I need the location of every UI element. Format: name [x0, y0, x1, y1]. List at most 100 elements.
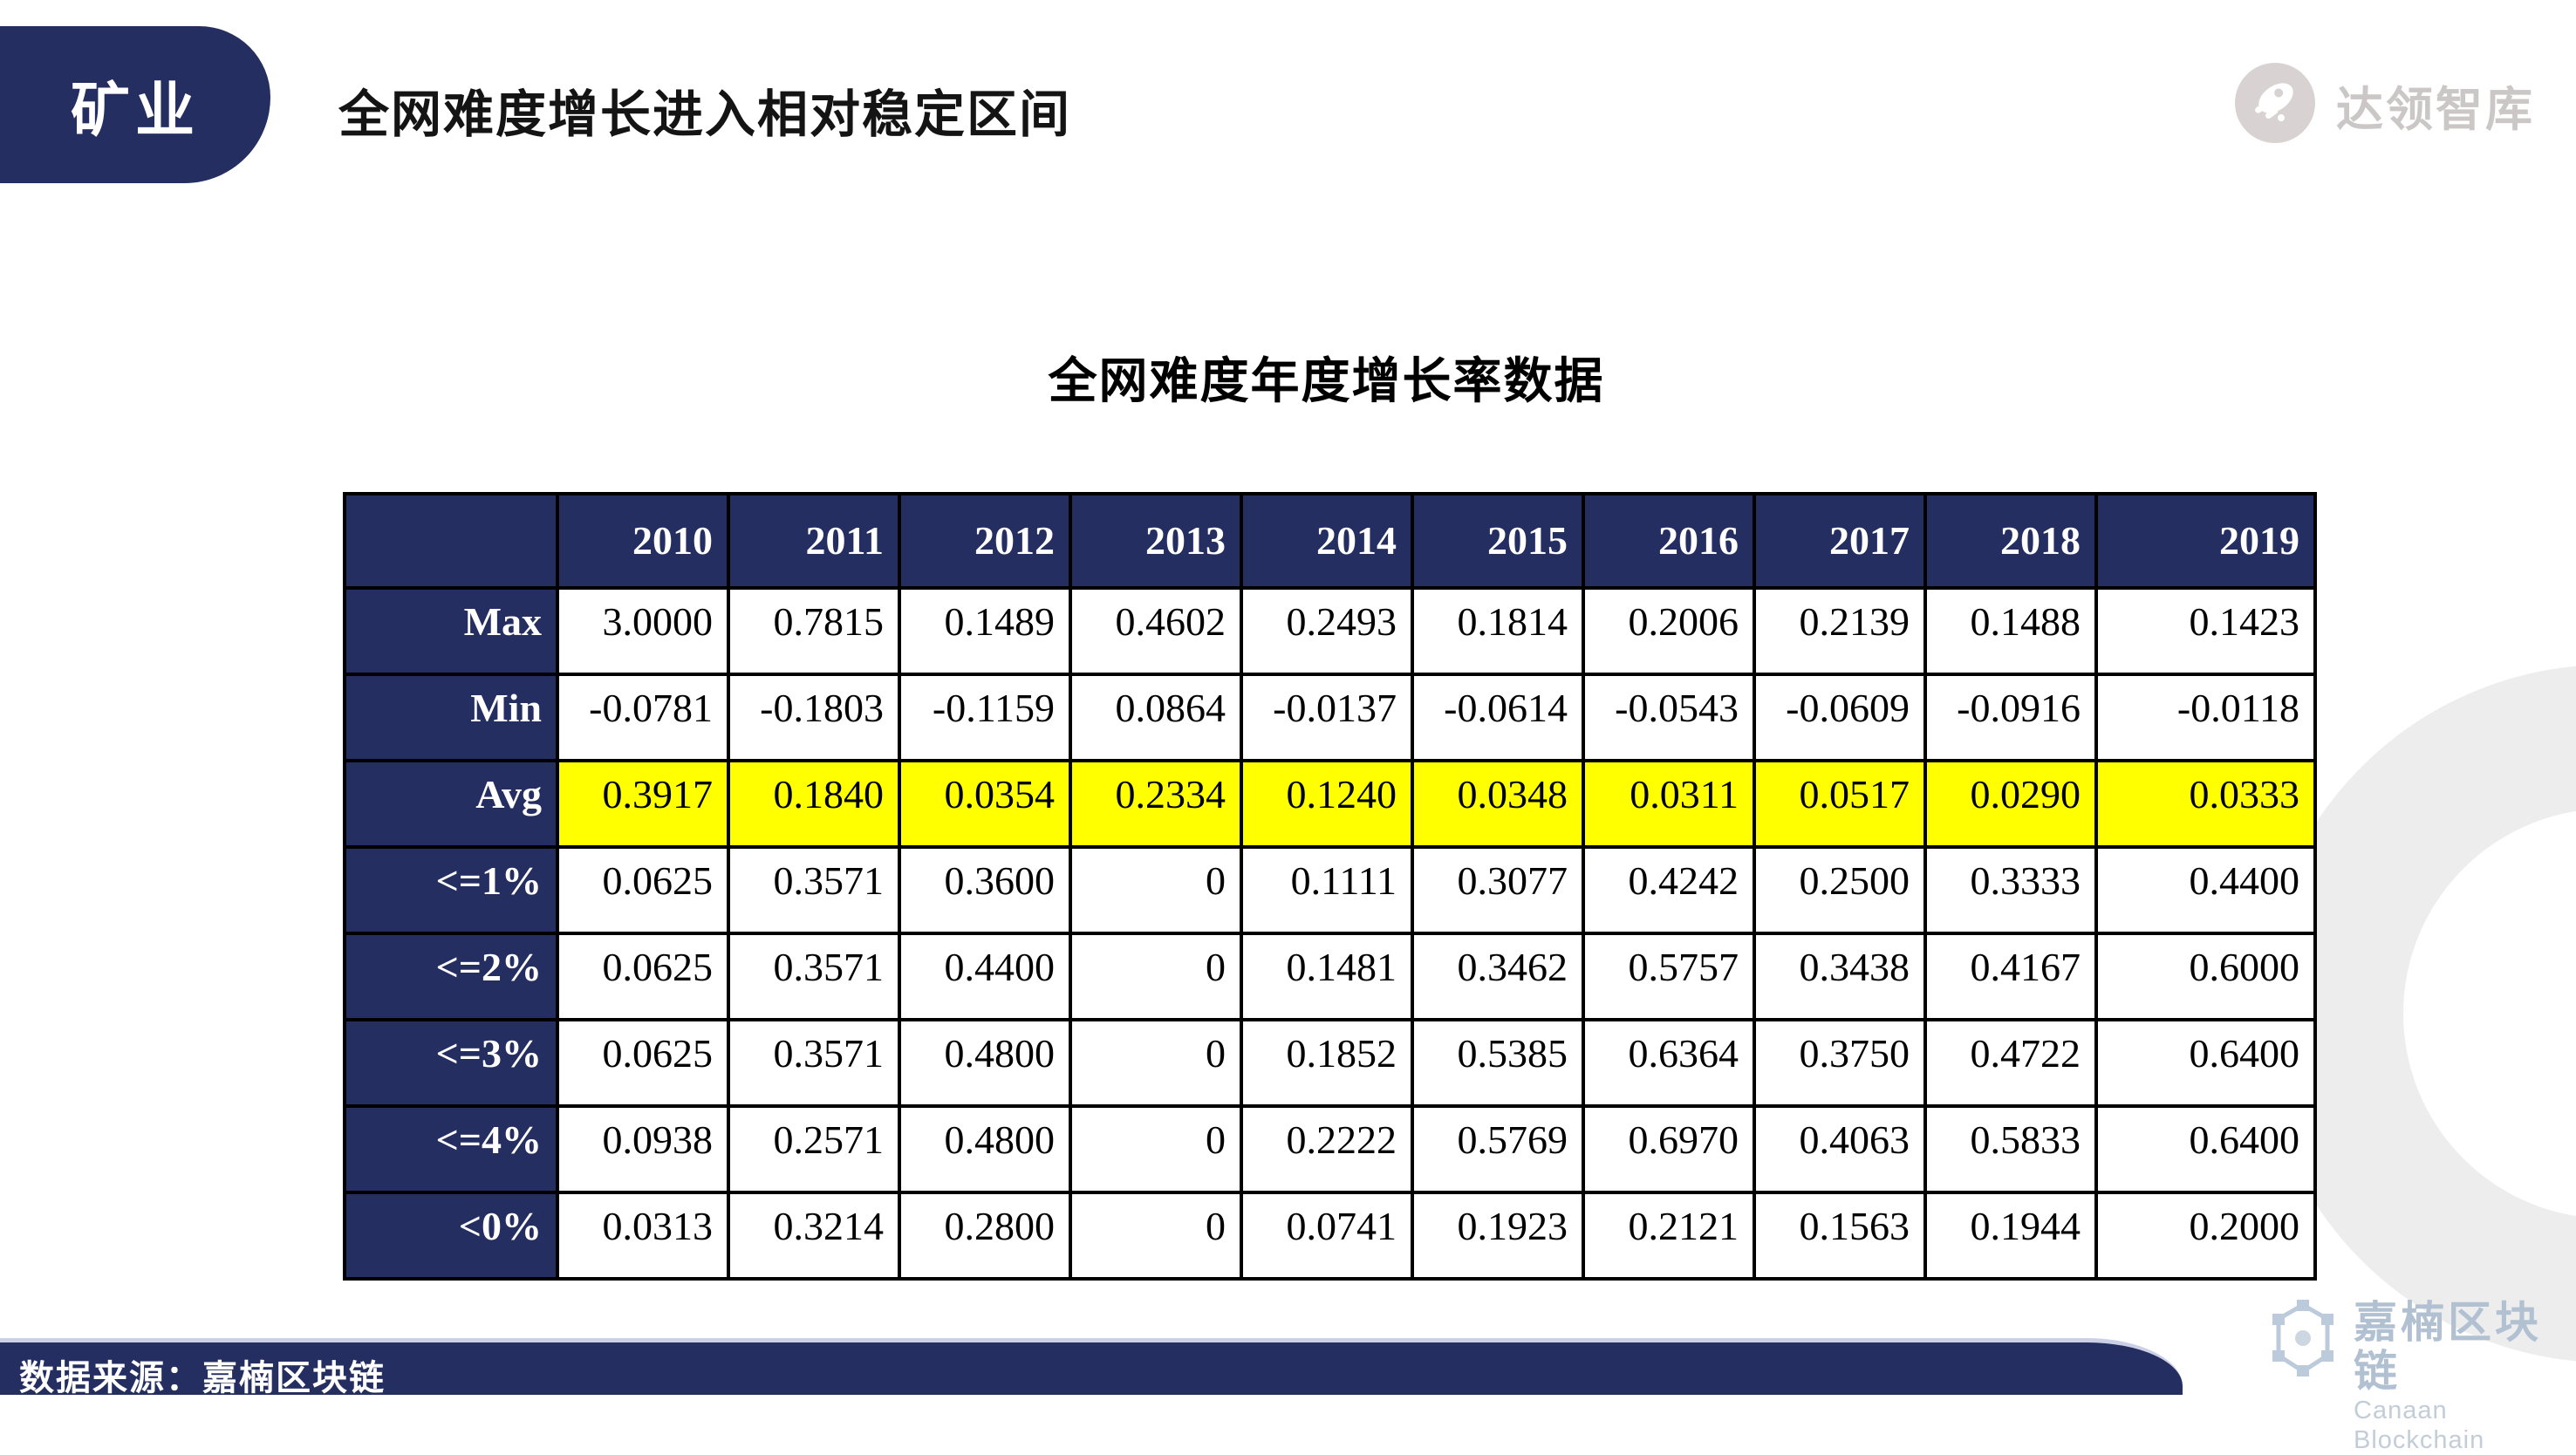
- year-header: 2017: [1753, 492, 1927, 590]
- table-row: Avg 0.3917 0.1840 0.0354 0.2334 0.1240 0.0348 0…: [343, 759, 2317, 849]
- table-cell: 0.0348: [1411, 759, 1585, 849]
- rocket-icon: [2233, 61, 2317, 149]
- year-header: 2015: [1411, 492, 1585, 590]
- table-row: <=3% 0.0625 0.3571 0.4800 0 0.1852 0.5385 0.636…: [343, 1018, 2317, 1108]
- section-badge: 矿业: [0, 26, 270, 183]
- table-cell: 0.0625: [556, 845, 730, 935]
- table-cell: -0.1803: [727, 673, 901, 762]
- footer-bar: 数据来源：嘉楠区块链: [0, 1338, 2183, 1397]
- table-cell: 0.4800: [898, 1104, 1072, 1194]
- table-cell: 0.2006: [1582, 586, 1756, 676]
- table-cell: 0.3750: [1753, 1018, 1927, 1108]
- table-body: Max 3.0000 0.7815 0.1489 0.4602 0.2493 0.1814 0…: [343, 586, 2317, 1281]
- top-logo-text: 达领智库: [2336, 84, 2535, 136]
- table-cell: 0: [1069, 1104, 1243, 1194]
- year-header: 2011: [727, 492, 901, 590]
- year-header: 2014: [1240, 492, 1414, 590]
- table-cell: 0.2121: [1582, 1191, 1756, 1281]
- table-cell: 0.3438: [1753, 932, 1927, 1021]
- table-cell: 0.1489: [898, 586, 1072, 676]
- table-row: <=4% 0.0938 0.2571 0.4800 0 0.2222 0.5769 0.697…: [343, 1104, 2317, 1194]
- table-cell: 0.6400: [2094, 1104, 2317, 1194]
- table-cell: 0.0290: [1923, 759, 2098, 849]
- table-cell: 0.6364: [1582, 1018, 1756, 1108]
- table-cell: 0.4242: [1582, 845, 1756, 935]
- table-cell: 0.1240: [1240, 759, 1414, 849]
- table-cell: 0.1423: [2094, 586, 2317, 676]
- row-label: <=1%: [343, 845, 559, 935]
- table-cell: 0.1563: [1753, 1191, 1927, 1281]
- year-header: 2010: [556, 492, 730, 590]
- table-cell: 0.0625: [556, 932, 730, 1021]
- table-cell: 0.1481: [1240, 932, 1414, 1021]
- year-header: 2012: [898, 492, 1072, 590]
- table-row: <0% 0.0313 0.3214 0.2800 0 0.0741 0.1923 0.2121…: [343, 1191, 2317, 1281]
- growth-rate-table: 2010 2011 2012 2013 2014 2015 2016 2017 2018 2019…: [343, 492, 2317, 1281]
- table-cell: 0.1488: [1923, 586, 2098, 676]
- table-cell: 0.2334: [1069, 759, 1243, 849]
- table-cell: 0.3600: [898, 845, 1072, 935]
- table-title: 全网难度年度增长率数据: [1048, 353, 1605, 408]
- table-cell: 0.5385: [1411, 1018, 1585, 1108]
- table-cell: -0.0609: [1753, 673, 1927, 762]
- table-cell: 0.5757: [1582, 932, 1756, 1021]
- table-cell: 0.2500: [1753, 845, 1927, 935]
- data-source-text: 数据来源：嘉楠区块链: [19, 1359, 386, 1397]
- table-cell: 0.4063: [1753, 1104, 1927, 1194]
- table-cell: 0.2222: [1240, 1104, 1414, 1194]
- table-cell: 0.0311: [1582, 759, 1756, 849]
- table-cell: 0.1814: [1411, 586, 1585, 676]
- table-cell: 0.0741: [1240, 1191, 1414, 1281]
- table-cell: 0.1840: [727, 759, 901, 849]
- table-cell: 0: [1069, 1191, 1243, 1281]
- table-cell: 0: [1069, 845, 1243, 935]
- table-cell: 0.5833: [1923, 1104, 2098, 1194]
- table-cell: 0.4722: [1923, 1018, 2098, 1108]
- table-cell: 3.0000: [556, 586, 730, 676]
- table-cell: 0.4602: [1069, 586, 1243, 676]
- table-cell: 0.3462: [1411, 932, 1585, 1021]
- table-cell: 0.0313: [556, 1191, 730, 1281]
- table-cell: -0.0543: [1582, 673, 1756, 762]
- year-header: 2019: [2094, 492, 2317, 590]
- table-cell: 0.5769: [1411, 1104, 1585, 1194]
- table-cell: 0.0625: [556, 1018, 730, 1108]
- table-cell: -0.0916: [1923, 673, 2098, 762]
- table-cell: 0.3571: [727, 932, 901, 1021]
- year-header: 2018: [1923, 492, 2098, 590]
- table-cell: 0: [1069, 1018, 1243, 1108]
- table-row: <=2% 0.0625 0.3571 0.4400 0 0.1481 0.3462 0.575…: [343, 932, 2317, 1021]
- top-right-logo: 达领智库: [2233, 61, 2535, 149]
- table-cell: -0.0118: [2094, 673, 2317, 762]
- canaan-logo-cn: 嘉楠区块链: [2354, 1298, 2542, 1396]
- table-cell: 0.4400: [898, 932, 1072, 1021]
- table-cell: 0.0517: [1753, 759, 1927, 849]
- hexagon-blocks-icon: [2272, 1298, 2334, 1455]
- table-cell: -0.1159: [898, 673, 1072, 762]
- table-cell: 0.2139: [1753, 586, 1927, 676]
- table-row: <=1% 0.0625 0.3571 0.3600 0 0.1111 0.3077 0.424…: [343, 845, 2317, 935]
- table-cell: 0.7815: [727, 586, 901, 676]
- row-label: <=3%: [343, 1018, 559, 1108]
- year-header: 2013: [1069, 492, 1243, 590]
- table-cell: 0.2000: [2094, 1191, 2317, 1281]
- table-cell: 0.0938: [556, 1104, 730, 1194]
- section-badge-label: 矿业: [70, 77, 200, 144]
- table-cell: 0.4400: [2094, 845, 2317, 935]
- table-corner-cell: [343, 492, 559, 590]
- table-cell: -0.0137: [1240, 673, 1414, 762]
- table-cell: 0.1923: [1411, 1191, 1585, 1281]
- table-cell: 0.2800: [898, 1191, 1072, 1281]
- table-cell: 0.1944: [1923, 1191, 2098, 1281]
- table-cell: 0.1111: [1240, 845, 1414, 935]
- table-cell: 0: [1069, 932, 1243, 1021]
- row-label: Max: [343, 586, 559, 676]
- canaan-logo-en: Canaan Blockchain: [2354, 1397, 2485, 1454]
- table-cell: -0.0614: [1411, 673, 1585, 762]
- table-cell: 0.3917: [556, 759, 730, 849]
- table-cell: 0.3214: [727, 1191, 901, 1281]
- table-cell: 0.0333: [2094, 759, 2317, 849]
- row-label: <0%: [343, 1191, 559, 1281]
- table-cell: 0.2493: [1240, 586, 1414, 676]
- year-header: 2016: [1582, 492, 1756, 590]
